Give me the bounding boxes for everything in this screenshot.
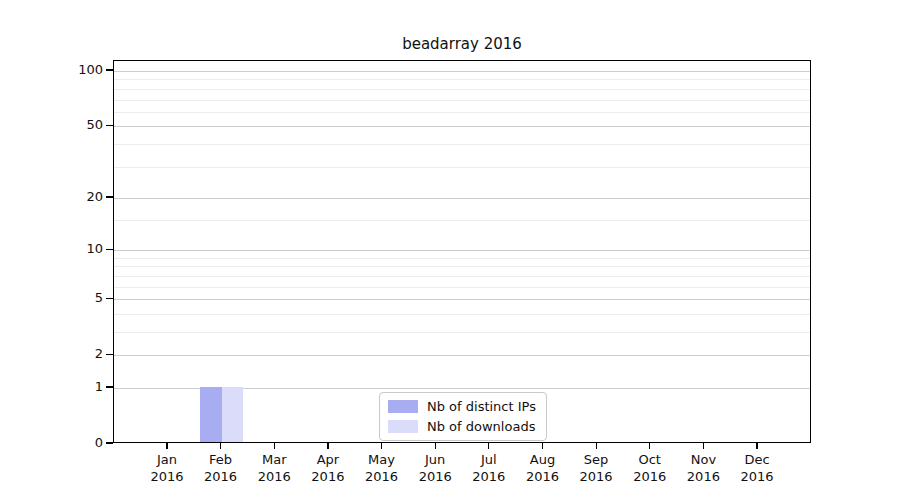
x-tick-label-dec: Dec2016 — [725, 452, 789, 485]
gridline-minor-8 — [114, 266, 810, 267]
y-tick-mark-100 — [106, 69, 113, 70]
y-tick-mark-1 — [106, 386, 113, 387]
y-tick-label-100: 100 — [43, 62, 103, 78]
gridline-minor-40 — [114, 144, 810, 145]
y-tick-label-1: 1 — [43, 379, 103, 395]
x-tick-mark-may — [381, 443, 382, 449]
legend-label-distinct-ips: Nb of distinct IPs — [427, 399, 536, 414]
gridline-minor-7 — [114, 276, 810, 277]
y-tick-mark-50 — [106, 125, 113, 126]
legend-swatch-downloads-icon — [388, 420, 418, 433]
x-tick-month-dec: Dec — [725, 452, 789, 469]
gridline-major-50 — [114, 126, 810, 127]
x-tick-mark-jun — [435, 443, 436, 449]
y-tick-mark-20 — [106, 196, 113, 197]
y-tick-mark-2 — [106, 354, 113, 355]
gridline-major-5 — [114, 299, 810, 300]
legend: Nb of distinct IPs Nb of downloads — [379, 392, 547, 441]
legend-swatch-distinct-ips-icon — [388, 400, 418, 413]
y-tick-label-5: 5 — [43, 290, 103, 306]
x-tick-mark-nov — [703, 443, 704, 449]
x-tick-mark-feb — [220, 443, 221, 449]
x-tick-mark-sep — [596, 443, 597, 449]
bar-feb-downloads — [222, 387, 244, 442]
gridline-minor-9 — [114, 258, 810, 259]
x-tick-mark-aug — [542, 443, 543, 449]
y-tick-label-50: 50 — [43, 117, 103, 133]
x-tick-mark-oct — [649, 443, 650, 449]
y-tick-label-10: 10 — [43, 241, 103, 257]
y-tick-label-20: 20 — [43, 189, 103, 205]
x-tick-mark-apr — [327, 443, 328, 449]
gridline-minor-15 — [114, 220, 810, 221]
x-tick-mark-jul — [488, 443, 489, 449]
x-tick-mark-dec — [756, 443, 757, 449]
legend-label-downloads: Nb of downloads — [427, 419, 535, 434]
gridline-minor-70 — [114, 100, 810, 101]
gridline-minor-3 — [114, 332, 810, 333]
y-tick-label-2: 2 — [43, 346, 103, 362]
gridline-major-10 — [114, 250, 810, 251]
gridline-major-20 — [114, 198, 810, 199]
gridline-minor-80 — [114, 89, 810, 90]
plot-area — [113, 60, 811, 443]
bar-feb-distinct-ips — [200, 387, 222, 442]
gridline-minor-30 — [114, 167, 810, 168]
gridline-major-2 — [114, 355, 810, 356]
gridline-minor-60 — [114, 112, 810, 113]
chart-title: beadarray 2016 — [113, 35, 811, 53]
gridline-minor-4 — [114, 314, 810, 315]
y-tick-label-0: 0 — [43, 435, 103, 451]
x-tick-mark-mar — [274, 443, 275, 449]
gridline-minor-90 — [114, 79, 810, 80]
x-tick-mark-jan — [166, 443, 167, 449]
x-tick-year-dec: 2016 — [725, 469, 789, 486]
gridline-minor-6 — [114, 287, 810, 288]
y-tick-mark-10 — [106, 249, 113, 250]
figure: beadarray 2016 1005020105210Jan2016Feb20… — [0, 0, 900, 500]
y-tick-mark-0 — [106, 442, 113, 443]
legend-item-distinct-ips: Nb of distinct IPs — [388, 399, 536, 414]
y-tick-mark-5 — [106, 298, 113, 299]
gridline-major-100 — [114, 71, 810, 72]
legend-item-downloads: Nb of downloads — [388, 419, 536, 434]
